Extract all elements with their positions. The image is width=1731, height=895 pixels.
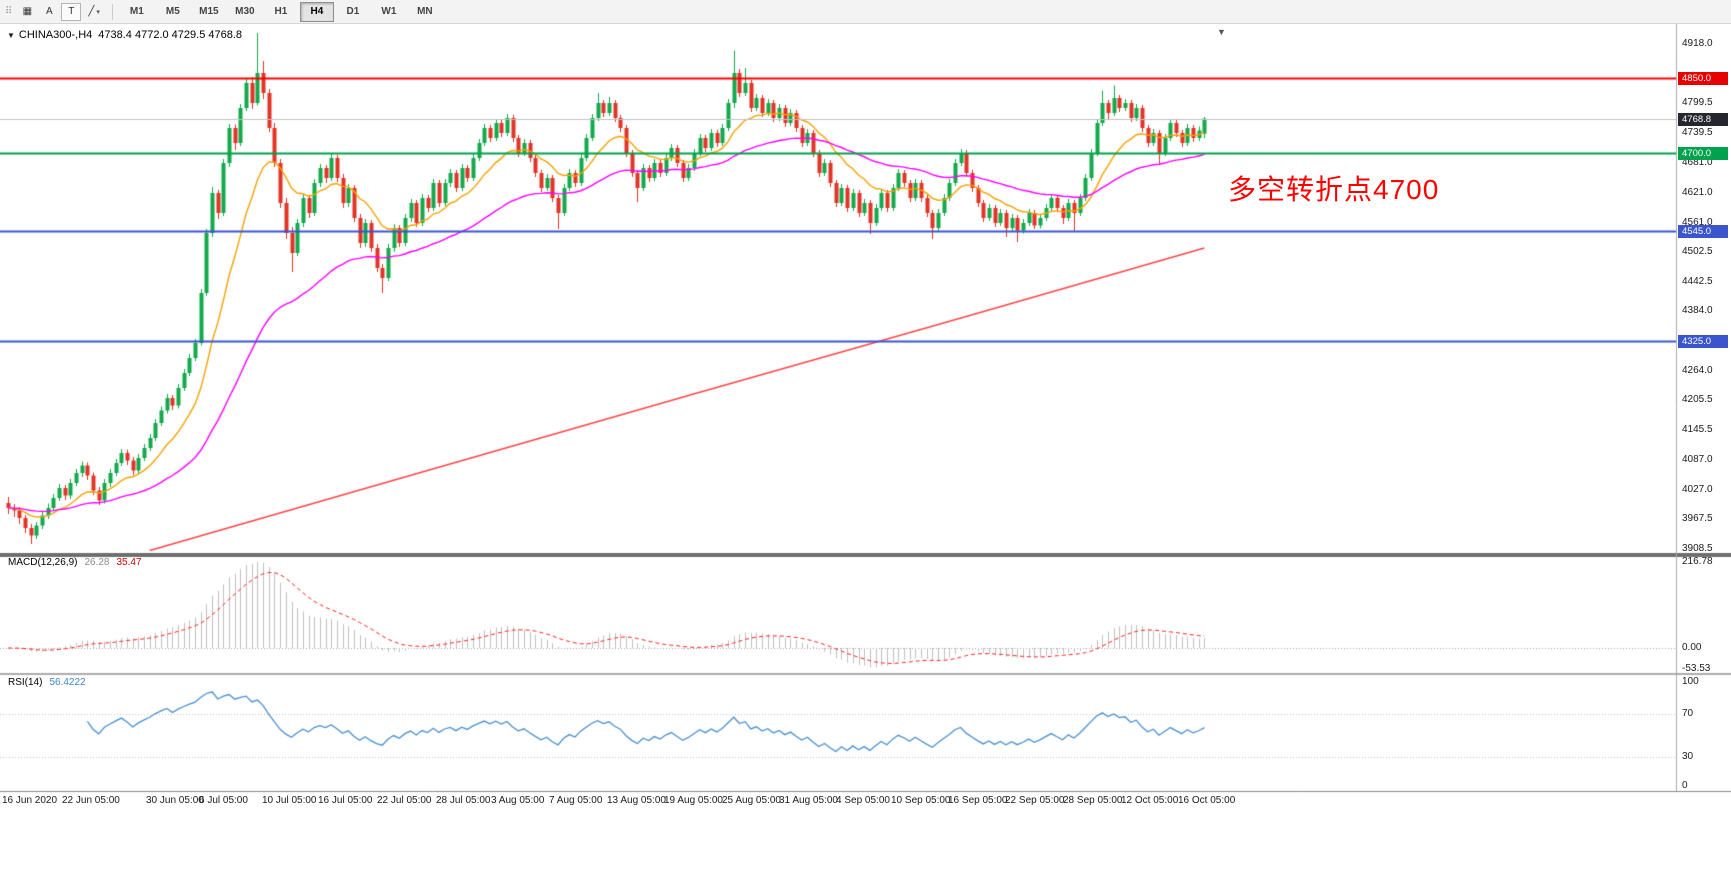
macd-axis-label: -53.53 — [1682, 663, 1711, 675]
price-tick-label: 4918.0 — [1682, 38, 1713, 49]
price-tick-label: 4145.5 — [1682, 424, 1713, 436]
top-toolbar: ⠿ ▦ A T ╱ ▾ M1 M5 M15 M30 H1 H4 D1 W1 MN — [0, 0, 1731, 24]
timeframe-buttons: M1 M5 M15 M30 H1 H4 D1 W1 MN — [119, 1, 443, 22]
price-tick-label: 4561.0 — [1682, 216, 1713, 228]
timeframe-button-d1[interactable]: D1 — [346, 6, 360, 17]
macd-axis-label: 216.78 — [1682, 555, 1713, 567]
date-axis-label: 19 Aug 05:00 — [664, 795, 723, 806]
macd-indicator-label: MACD(12,26,9) 26.28 35.47 — [8, 557, 142, 568]
price-tick-label: 4087.0 — [1682, 453, 1713, 465]
trendline-icon: ╱ — [88, 6, 95, 17]
timeframe-button-m30[interactable]: M30 — [235, 6, 255, 17]
symbol-collapse-icon[interactable]: ▼ — [7, 31, 15, 40]
toolbar-drag-handle[interactable]: ⠿ — [5, 6, 13, 17]
price-tick-label: 4621.0 — [1682, 186, 1713, 198]
macd-value: 26.28 — [84, 557, 110, 568]
price-level-badge: 4850.0 — [1678, 72, 1728, 85]
chart-annotation-text: 多空转折点4700 — [1228, 174, 1440, 205]
date-axis-label: 30 Jun 05:00 — [146, 795, 204, 806]
timeframe-button-h4[interactable]: H4 — [299, 1, 334, 22]
rsi-axis-label: 0 — [1682, 780, 1688, 791]
chart-area[interactable]: ▼ CHINA300-,H4 4738.4 4772.0 4729.5 4768.8… — [0, 24, 1731, 895]
date-axis-label: 31 Aug 05:00 — [779, 795, 838, 806]
price-tick-label: 4739.5 — [1682, 127, 1713, 139]
rsi-axis-label: 30 — [1682, 750, 1694, 762]
timeframe-button-h1[interactable]: H1 — [274, 6, 288, 17]
date-axis-label: 28 Sep 05:00 — [1063, 795, 1123, 806]
rsi-value: 56.4222 — [49, 677, 86, 688]
date-axis-label: 16 Jul 05:00 — [318, 795, 373, 806]
rsi-name: RSI(14) — [8, 677, 43, 688]
rsi-axis-label: 100 — [1682, 676, 1699, 687]
chart-shift-marker[interactable]: ▼ — [1217, 27, 1226, 37]
rsi-axis-label: 70 — [1682, 708, 1694, 720]
text-tool-button[interactable]: T — [61, 2, 82, 21]
price-chart-canvas[interactable] — [0, 24, 1731, 895]
date-axis-label: 12 Oct 05:00 — [1121, 795, 1179, 806]
date-axis-label: 10 Sep 05:00 — [891, 795, 951, 806]
price-tick-label: 4502.5 — [1682, 245, 1713, 257]
chevron-down-icon: ▾ — [96, 8, 100, 16]
date-axis-label: 22 Jun 05:00 — [62, 795, 120, 806]
tile-windows-button[interactable]: ▦ — [17, 3, 37, 21]
price-tick-label: 4264.0 — [1682, 365, 1713, 376]
symbol-ohlc-readout: ▼ CHINA300-,H4 4738.4 4772.0 4729.5 4768.8 — [7, 29, 242, 41]
price-tick-label: 4681.0 — [1682, 156, 1713, 168]
toolbar-separator — [111, 3, 113, 20]
date-axis-label: 22 Jul 05:00 — [377, 795, 432, 806]
price-level-badge: 4545.0 — [1678, 224, 1728, 238]
price-level-badge: 4768.8 — [1678, 112, 1728, 126]
date-axis-label: 10 Jul 05:00 — [262, 795, 317, 806]
price-tick-label: 4384.0 — [1682, 305, 1713, 316]
price-level-badge: 4325.0 — [1678, 334, 1728, 348]
date-axis-label: 13 Aug 05:00 — [607, 795, 666, 806]
macd-signal-value: 35.47 — [116, 557, 142, 568]
date-axis-label: 16 Oct 05:00 — [1178, 795, 1236, 806]
timeframe-button-m1[interactable]: M1 — [129, 6, 144, 17]
date-axis-label: 16 Sep 05:00 — [948, 795, 1008, 806]
price-tick-label: 4799.5 — [1682, 97, 1713, 109]
date-axis-label: 25 Aug 05:00 — [722, 795, 781, 806]
date-axis-label: 16 Jun 2020 — [2, 795, 58, 806]
timeframe-button-w1[interactable]: W1 — [381, 6, 397, 17]
date-axis-label: 22 Sep 05:00 — [1005, 795, 1065, 806]
date-axis-label: 7 Aug 05:00 — [549, 795, 603, 806]
price-tick-label: 4442.5 — [1682, 275, 1713, 287]
price-tick-label: 4027.0 — [1682, 483, 1713, 495]
date-axis-label: 28 Jul 05:00 — [436, 795, 491, 806]
macd-name: MACD(12,26,9) — [8, 557, 78, 568]
rsi-indicator-label: RSI(14) 56.4222 — [8, 677, 86, 688]
macd-axis-label: 0.00 — [1682, 642, 1702, 653]
symbol-name: CHINA300-,H4 — [18, 29, 93, 41]
timeframe-button-mn[interactable]: MN — [417, 6, 433, 17]
date-axis-label: 4 Sep 05:00 — [836, 795, 890, 806]
price-level-badge: 4700.0 — [1678, 147, 1728, 160]
date-axis-label: 6 Jul 05:00 — [199, 795, 248, 806]
timeframe-button-m5[interactable]: M5 — [165, 6, 180, 17]
arrow-cursor-button[interactable]: A — [39, 3, 59, 21]
price-tick-label: 3908.5 — [1682, 542, 1713, 554]
ohlc-values: 4738.4 4772.0 4729.5 4768.8 — [98, 29, 243, 41]
price-tick-label: 3967.5 — [1682, 513, 1713, 525]
timeframe-button-m15[interactable]: M15 — [199, 6, 219, 17]
trendline-tool-button[interactable]: ╱ ▾ — [83, 3, 105, 21]
price-tick-label: 4205.5 — [1682, 394, 1713, 406]
date-axis-label: 3 Aug 05:00 — [491, 795, 545, 806]
